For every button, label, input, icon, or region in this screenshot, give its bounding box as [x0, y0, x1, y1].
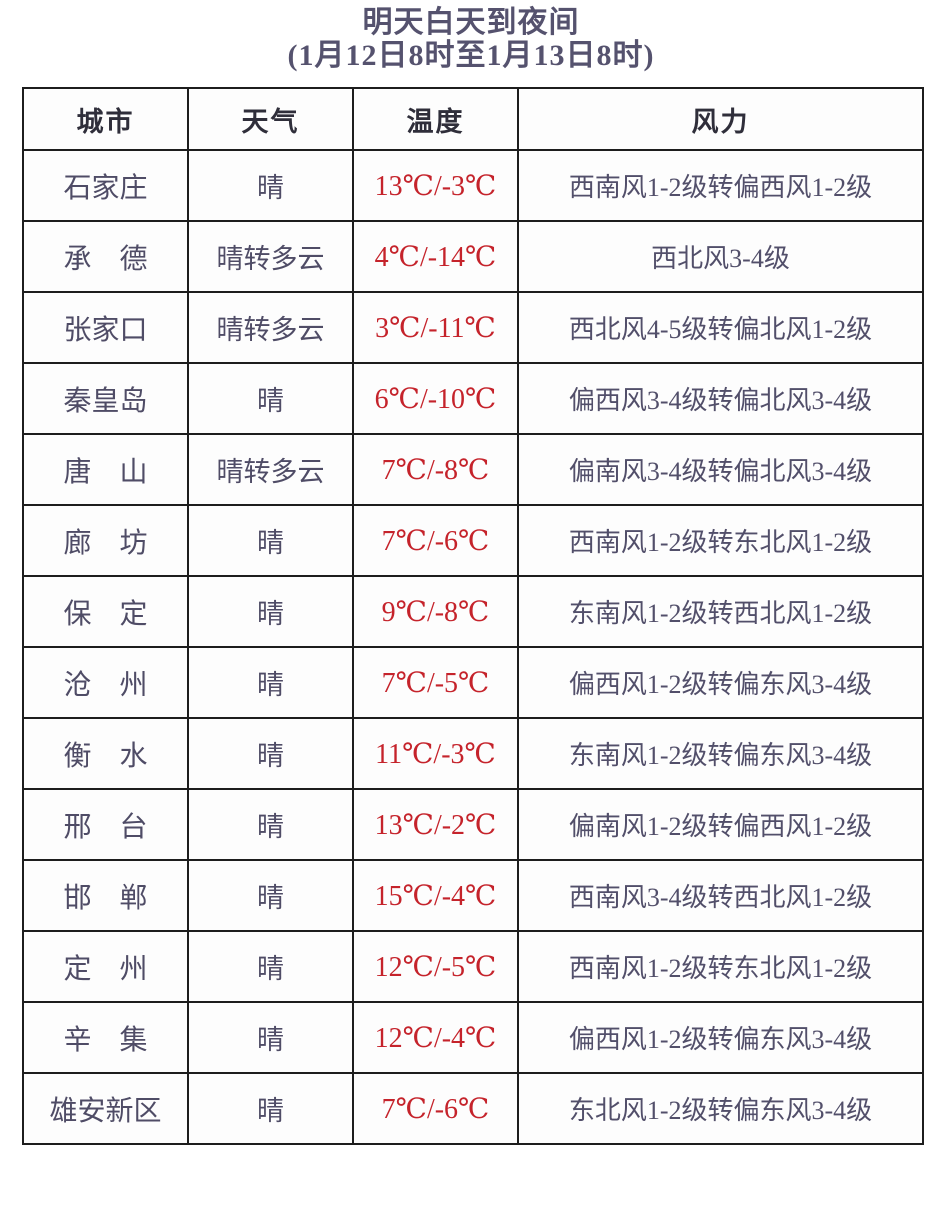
weather-table: 城市 天气 温度 风力 石家庄 晴 13℃/-3℃ 西南风1-2级转偏西风1-2… — [22, 87, 924, 1145]
temperature-cell: 11℃/-3℃ — [352, 717, 519, 790]
weather-forecast-page: 明天白天到夜间 (1月12日8时至1月13日8时) 城市 天气 温度 风力 石家… — [0, 0, 942, 1145]
col-header-weather: 天气 — [187, 87, 354, 151]
city-cell: 邢 台 — [22, 788, 189, 861]
weather-cell: 晴 — [187, 1001, 354, 1074]
temperature-cell: 15℃/-4℃ — [352, 859, 519, 932]
city-cell: 张家口 — [22, 291, 189, 364]
weather-row: 承 德 晴转多云 4℃/-14℃ 西北风3-4级 — [22, 220, 924, 293]
weather-cell: 晴 — [187, 575, 354, 648]
temperature-cell: 7℃/-6℃ — [352, 1072, 519, 1145]
temperature-cell: 4℃/-14℃ — [352, 220, 519, 293]
wind-cell: 东北风1-2级转偏东风3-4级 — [517, 1072, 924, 1145]
wind-cell: 西北风3-4级 — [517, 220, 924, 293]
weather-row: 沧 州 晴 7℃/-5℃ 偏西风1-2级转偏东风3-4级 — [22, 646, 924, 719]
city-cell: 邯 郸 — [22, 859, 189, 932]
weather-row: 唐 山 晴转多云 7℃/-8℃ 偏南风3-4级转偏北风3-4级 — [22, 433, 924, 506]
weather-cell: 晴 — [187, 646, 354, 719]
weather-row: 邢 台 晴 13℃/-2℃ 偏南风1-2级转偏西风1-2级 — [22, 788, 924, 861]
title-line1: 明天白天到夜间 — [362, 6, 580, 39]
weather-cell: 晴 — [187, 717, 354, 790]
weather-cell: 晴转多云 — [187, 433, 354, 506]
temperature-cell: 3℃/-11℃ — [352, 291, 519, 364]
temperature-cell: 12℃/-5℃ — [352, 930, 519, 1003]
wind-cell: 偏西风3-4级转偏北风3-4级 — [517, 362, 924, 435]
temperature-cell: 9℃/-8℃ — [352, 575, 519, 648]
weather-cell: 晴转多云 — [187, 291, 354, 364]
wind-cell: 东南风1-2级转偏东风3-4级 — [517, 717, 924, 790]
city-cell: 保 定 — [22, 575, 189, 648]
col-header-temperature: 温度 — [352, 87, 519, 151]
wind-cell: 偏西风1-2级转偏东风3-4级 — [517, 646, 924, 719]
weather-row: 衡 水 晴 11℃/-3℃ 东南风1-2级转偏东风3-4级 — [22, 717, 924, 790]
temperature-cell: 7℃/-5℃ — [352, 646, 519, 719]
page-title: 明天白天到夜间 (1月12日8时至1月13日8时) — [0, 0, 942, 72]
temperature-cell: 7℃/-8℃ — [352, 433, 519, 506]
wind-cell: 西南风1-2级转东北风1-2级 — [517, 504, 924, 577]
temperature-cell: 7℃/-6℃ — [352, 504, 519, 577]
weather-cell: 晴 — [187, 149, 354, 222]
weather-row: 张家口 晴转多云 3℃/-11℃ 西北风4-5级转偏北风1-2级 — [22, 291, 924, 364]
wind-cell: 偏南风1-2级转偏西风1-2级 — [517, 788, 924, 861]
city-cell: 秦皇岛 — [22, 362, 189, 435]
city-cell: 衡 水 — [22, 717, 189, 790]
city-cell: 承 德 — [22, 220, 189, 293]
weather-cell: 晴 — [187, 788, 354, 861]
weather-cell: 晴 — [187, 504, 354, 577]
temperature-cell: 13℃/-3℃ — [352, 149, 519, 222]
weather-row: 石家庄 晴 13℃/-3℃ 西南风1-2级转偏西风1-2级 — [22, 149, 924, 222]
wind-cell: 偏西风1-2级转偏东风3-4级 — [517, 1001, 924, 1074]
header-row: 城市 天气 温度 风力 — [22, 87, 924, 151]
weather-cell: 晴 — [187, 859, 354, 932]
wind-cell: 西南风3-4级转西北风1-2级 — [517, 859, 924, 932]
weather-row: 廊 坊 晴 7℃/-6℃ 西南风1-2级转东北风1-2级 — [22, 504, 924, 577]
wind-cell: 西北风4-5级转偏北风1-2级 — [517, 291, 924, 364]
weather-cell: 晴 — [187, 930, 354, 1003]
city-cell: 唐 山 — [22, 433, 189, 506]
temperature-cell: 13℃/-2℃ — [352, 788, 519, 861]
temperature-cell: 12℃/-4℃ — [352, 1001, 519, 1074]
city-cell: 沧 州 — [22, 646, 189, 719]
col-header-city: 城市 — [22, 87, 189, 151]
weather-row: 保 定 晴 9℃/-8℃ 东南风1-2级转西北风1-2级 — [22, 575, 924, 648]
city-cell: 辛 集 — [22, 1001, 189, 1074]
wind-cell: 西南风1-2级转东北风1-2级 — [517, 930, 924, 1003]
weather-row: 秦皇岛 晴 6℃/-10℃ 偏西风3-4级转偏北风3-4级 — [22, 362, 924, 435]
weather-row: 定 州 晴 12℃/-5℃ 西南风1-2级转东北风1-2级 — [22, 930, 924, 1003]
temperature-cell: 6℃/-10℃ — [352, 362, 519, 435]
weather-row: 雄安新区 晴 7℃/-6℃ 东北风1-2级转偏东风3-4级 — [22, 1072, 924, 1145]
weather-row: 邯 郸 晴 15℃/-4℃ 西南风3-4级转西北风1-2级 — [22, 859, 924, 932]
title-line2: (1月12日8时至1月13日8时) — [287, 39, 655, 72]
wind-cell: 东南风1-2级转西北风1-2级 — [517, 575, 924, 648]
weather-row: 辛 集 晴 12℃/-4℃ 偏西风1-2级转偏东风3-4级 — [22, 1001, 924, 1074]
city-cell: 石家庄 — [22, 149, 189, 222]
wind-cell: 偏南风3-4级转偏北风3-4级 — [517, 433, 924, 506]
wind-cell: 西南风1-2级转偏西风1-2级 — [517, 149, 924, 222]
col-header-wind: 风力 — [517, 87, 924, 151]
city-cell: 雄安新区 — [22, 1072, 189, 1145]
city-cell: 廊 坊 — [22, 504, 189, 577]
city-cell: 定 州 — [22, 930, 189, 1003]
weather-cell: 晴 — [187, 362, 354, 435]
weather-cell: 晴转多云 — [187, 220, 354, 293]
weather-cell: 晴 — [187, 1072, 354, 1145]
